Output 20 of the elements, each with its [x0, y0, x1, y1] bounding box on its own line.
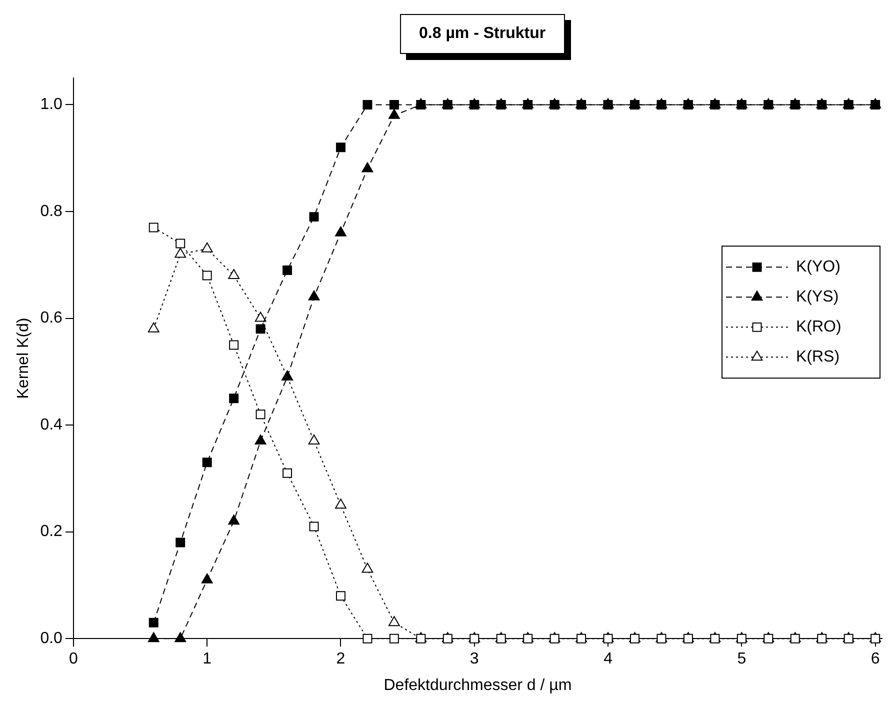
x-axis-title: Defektdurchmesser d / µm: [384, 676, 572, 694]
x-tick-label: 5: [737, 650, 746, 668]
legend-label: K(YO): [796, 258, 840, 276]
y-tick-label: 0.8: [40, 202, 63, 220]
x-tick-label: 6: [870, 650, 880, 668]
y-tick-label: 0.4: [40, 416, 63, 434]
legend-label: K(RO): [796, 318, 842, 336]
chart-title: 0.8 µm - Struktur: [400, 14, 565, 54]
y-tick-label: 0.6: [40, 310, 63, 327]
y-axis-title: Kernel K(d): [15, 318, 32, 399]
y-tick-label: 1.0: [40, 96, 63, 114]
legend-label: K(YS): [796, 288, 839, 306]
x-tick-label: 4: [604, 650, 613, 668]
legend-label: K(RS): [796, 348, 840, 366]
y-tick-label: 0.0: [40, 630, 63, 648]
x-tick-label: 2: [336, 650, 346, 668]
x-tick-label: 0: [68, 650, 78, 668]
x-tick-label: 3: [470, 650, 479, 668]
x-tick-label: 1: [202, 650, 212, 668]
y-tick-label: 0.2: [40, 523, 63, 540]
